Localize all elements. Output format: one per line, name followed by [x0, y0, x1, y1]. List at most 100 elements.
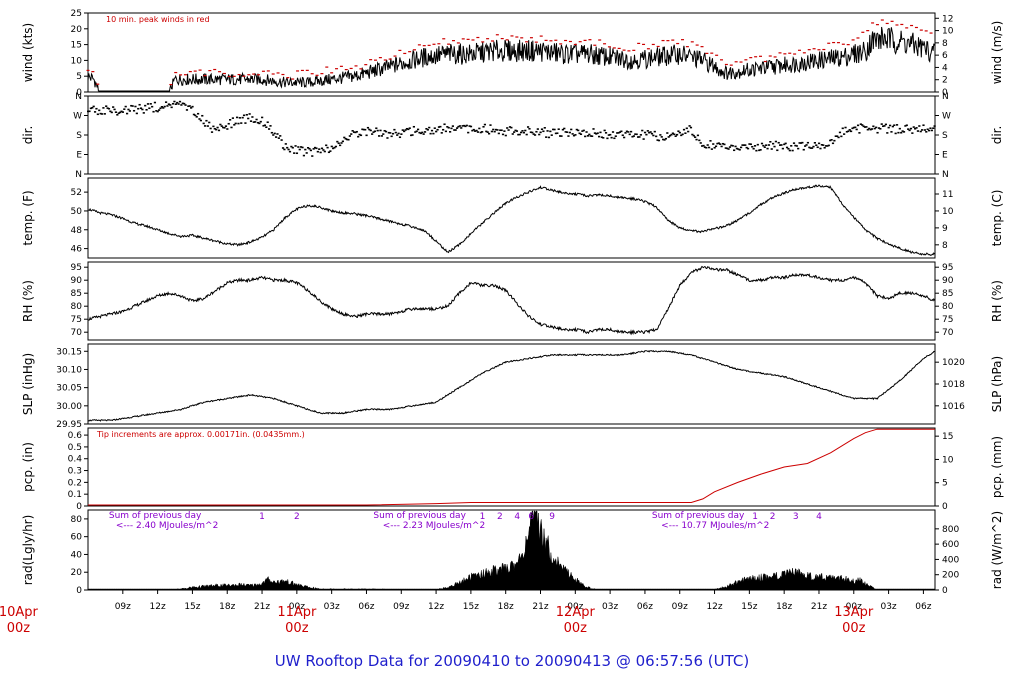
panel-pcp: 0 0.1 0.20.3 0.4 0.5 0.6 0 5 10 15 pcp. (in) pcp. (… [21, 427, 1004, 512]
dir-point [256, 121, 260, 124]
dir-point [550, 134, 553, 136]
dir-point [535, 130, 538, 133]
dir-point [379, 129, 382, 132]
dir-point [623, 136, 626, 139]
dir-point [357, 135, 360, 138]
dir-point [462, 124, 466, 127]
dir-point [340, 142, 343, 144]
dir-point [311, 155, 314, 157]
wind-peak-point [179, 74, 183, 76]
dir-point [373, 130, 377, 133]
dir-point [695, 138, 698, 141]
wind-ylabel-left: wind (kts) [21, 23, 35, 82]
dir-point [220, 125, 223, 127]
dir-point [702, 144, 705, 147]
rad-ytick-label-right: 200 [942, 571, 959, 581]
dir-point [698, 139, 701, 142]
dir-point [745, 146, 748, 149]
dir-point [508, 126, 512, 128]
dir-point [578, 132, 581, 135]
dir-point [192, 113, 196, 116]
dir-point [478, 127, 481, 130]
dir-point [865, 126, 868, 128]
dir-point [748, 143, 751, 145]
dir-point [286, 146, 289, 149]
dir-point [756, 143, 759, 146]
dir-point [249, 120, 253, 122]
dir-point [159, 107, 162, 110]
slp-ylabel-right: SLP (hPa) [990, 356, 1004, 412]
rh-frame [87, 261, 936, 341]
dir-point [375, 127, 378, 130]
dir-point [88, 110, 91, 113]
wind-peak-point [603, 43, 607, 45]
dir-point [681, 133, 684, 136]
wind-peak-point [525, 41, 529, 43]
dir-point [717, 142, 720, 144]
dir-point [755, 149, 758, 152]
dir-point [486, 131, 489, 133]
dir-point [241, 116, 244, 119]
dir-point [872, 125, 875, 128]
dir-point [226, 128, 229, 130]
rh-ytick-label-right: 95 [942, 263, 953, 273]
dir-point [645, 133, 648, 136]
dir-point [514, 129, 517, 132]
wind-peak-point [310, 73, 314, 75]
dir-point [103, 113, 106, 115]
dir-point [744, 144, 747, 146]
dir-point [521, 130, 524, 132]
wind-ytick-label-right: 0 [942, 88, 948, 98]
dir-point [895, 124, 899, 126]
dir-point [907, 128, 910, 130]
wind-peak-point [671, 39, 675, 41]
pcp-ytick-label-left: 0 [76, 502, 82, 512]
dir-point [875, 126, 878, 129]
pcp-ytick-label-left: 0.6 [68, 431, 83, 441]
x-tick-label: 09z [672, 602, 688, 612]
dir-point [158, 109, 161, 111]
dir-point [387, 131, 390, 134]
dir-point [908, 129, 911, 132]
dir-point [813, 142, 816, 144]
dir-point [696, 134, 700, 137]
dir-point [811, 147, 814, 149]
dir-point [233, 124, 236, 126]
wind-peak-point [827, 42, 831, 44]
dir-point [100, 113, 104, 115]
dir-point [330, 145, 333, 148]
dir-point [656, 139, 659, 141]
dir-point [219, 123, 222, 126]
wind-peak-point [422, 45, 426, 47]
dir-point [130, 104, 133, 107]
dir-point [199, 119, 202, 122]
dir-point [543, 127, 546, 129]
dir-point [141, 108, 144, 111]
dir-point [344, 137, 347, 140]
dir-point [294, 145, 297, 147]
wind-peak-point [929, 32, 933, 34]
dir-point [145, 108, 148, 111]
wind-peak-point [193, 70, 197, 72]
rad-hour-mark: 6 [528, 512, 534, 522]
x-tick-label: 12z [428, 602, 444, 612]
dir-point [802, 148, 805, 151]
dir-point [309, 149, 312, 152]
dir-point [258, 122, 261, 125]
dir-point [492, 128, 495, 131]
dir-point [208, 121, 211, 124]
wind-peak-point [427, 44, 431, 46]
dir-point [362, 128, 365, 131]
dir-point [556, 132, 559, 135]
dir-point [791, 149, 794, 152]
panel-rh: 70 75 80 85 90 95 70 75 80 85 90 95 RH (%) RH (%) [21, 261, 1004, 341]
pcp-ytick-label-left: 0.2 [68, 478, 82, 488]
wind-peak-point [651, 43, 655, 46]
slp-series-line [87, 349, 935, 422]
dir-point [419, 132, 422, 135]
dir-point [585, 131, 588, 133]
wind-peak-point [617, 47, 621, 50]
dir-point [604, 132, 608, 134]
dir-point [554, 132, 558, 135]
dir-point [407, 128, 410, 131]
